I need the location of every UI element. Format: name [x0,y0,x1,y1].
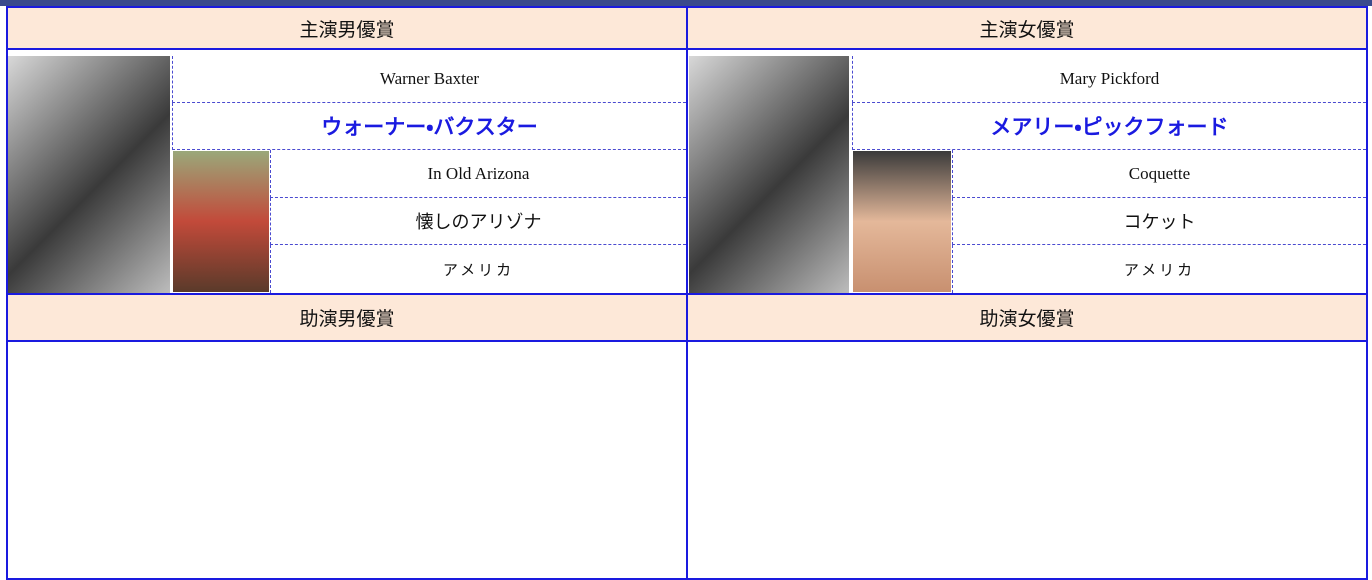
name-en: Mary Pickford [852,56,1366,103]
category-header: 助演男優賞 [6,293,688,342]
film-ja: 懐しのアリゾナ [270,198,686,245]
category-header: 主演男優賞 [6,6,688,50]
name-ja[interactable]: ウォーナー・バクスター [172,103,686,150]
film-ja: コケット [952,198,1366,245]
name-ja[interactable]: メアリー・ピックフォード [852,103,1366,150]
film-poster [173,151,269,292]
actor-photo [689,56,849,293]
name-en: Warner Baxter [172,56,686,103]
country: アメリカ [270,245,686,293]
award-cell [686,340,1368,580]
film-poster [853,151,951,292]
film-en: In Old Arizona [270,150,686,198]
top-bar [0,0,1372,6]
actor-photo [8,56,170,293]
category-header: 助演女優賞 [686,293,1368,342]
category-header: 主演女優賞 [686,6,1368,50]
film-en: Coquette [952,150,1366,198]
country: アメリカ [952,245,1366,293]
award-cell [6,340,688,580]
